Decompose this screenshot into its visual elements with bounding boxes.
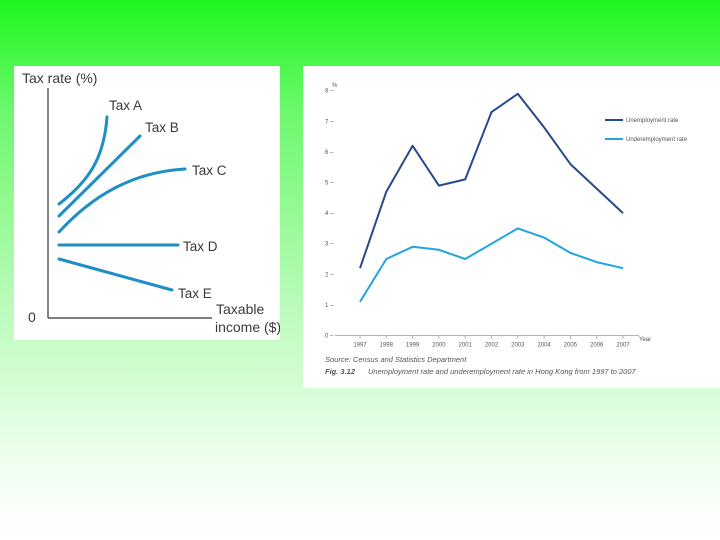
x-tick-label: 2007 <box>616 343 630 349</box>
unemployment-chart-panel: 0 – 1 – 2 – 3 – 4 – 5 – 6 – 7 – 8 – 1997 1998 1999 2… <box>303 66 720 388</box>
tax-b-curve <box>57 134 142 218</box>
tax-c-label: Tax C <box>192 163 227 178</box>
y-tick-label: 7 – <box>325 119 334 125</box>
unemployment-rate-line <box>359 92 624 269</box>
legend-unemployment-label: Unemployment rate <box>626 118 679 124</box>
y-tick-label: 1 – <box>325 303 334 309</box>
y-tick-label: 8 – <box>325 89 334 95</box>
origin-label: 0 <box>28 309 36 325</box>
y-tick-label: 3 – <box>325 242 334 248</box>
x-tick-label: 2005 <box>564 343 578 349</box>
legend-underemployment-label: Underemployment rate <box>626 137 688 143</box>
y-tick-label: 2 – <box>325 272 334 278</box>
tax-rate-chart-panel: Tax rate (%) 0 Taxable income ($) Tax A … <box>14 66 280 340</box>
tax-e-curve <box>57 257 174 292</box>
figure-caption: Unemployment rate and underemployment ra… <box>368 367 636 376</box>
x-tick-label: 2003 <box>511 343 525 349</box>
y-axis-unit: % <box>332 83 338 89</box>
y-tick-label: 0 – <box>325 334 334 340</box>
x-tick-label: 2006 <box>590 343 604 349</box>
y-tick-label: 4 – <box>325 211 334 217</box>
x-tick-label: 2000 <box>432 343 446 349</box>
tax-b-label: Tax B <box>145 120 179 135</box>
x-axis-label-line1: Taxable <box>216 301 264 317</box>
x-tick-label: 1997 <box>353 343 367 349</box>
underemployment-rate-line <box>359 227 624 303</box>
x-axis-label-line2: income ($) <box>215 319 280 335</box>
y-tick-label: 5 – <box>325 181 334 187</box>
figure-number: Fig. 3.12 <box>325 367 356 376</box>
tax-e-label: Tax E <box>178 286 212 301</box>
unemployment-chart: 0 – 1 – 2 – 3 – 4 – 5 – 6 – 7 – 8 – 1997 1998 1999 2… <box>325 83 688 376</box>
x-axis-label: Year <box>639 337 651 343</box>
x-tick-label: 1998 <box>380 343 394 349</box>
y-tick-label: 6 – <box>325 150 334 156</box>
tax-d-label: Tax D <box>183 239 218 254</box>
x-tick-label: 1999 <box>406 343 420 349</box>
x-tick-label: 2002 <box>485 343 499 349</box>
y-axis-label: Tax rate (%) <box>22 70 97 86</box>
tax-a-label: Tax A <box>109 98 142 113</box>
x-tick-label: 2001 <box>459 343 473 349</box>
tax-a-curve <box>57 115 109 206</box>
tax-c-curve <box>57 167 187 234</box>
source-note: Source: Census and Statistics Department <box>325 355 467 364</box>
tax-rate-chart: Tax rate (%) 0 Taxable income ($) Tax A … <box>22 70 280 335</box>
x-tick-label: 2004 <box>537 343 551 349</box>
